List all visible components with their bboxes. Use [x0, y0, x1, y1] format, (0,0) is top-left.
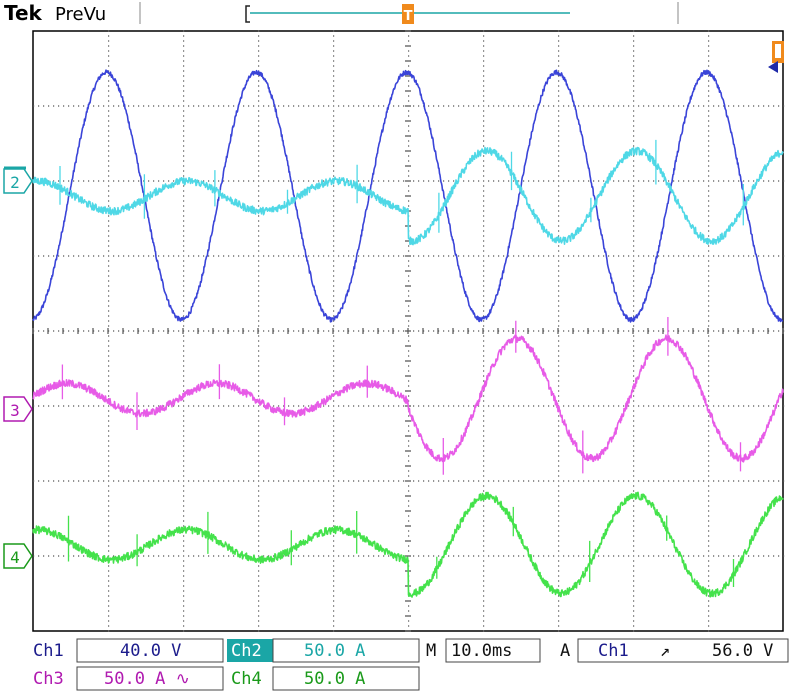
timebase-value[interactable]: 10.0ms — [451, 641, 512, 661]
status-panel: Ch1 40.0 V Ch2 50.0 A M 10.0ms A Ch1 ↗ 5… — [33, 638, 789, 691]
trigger-position-marker: T — [402, 4, 414, 24]
trace-ch1 — [32, 69, 784, 323]
ch1-scale-value[interactable]: 40.0 V — [120, 641, 181, 661]
ch2-scale-value[interactable]: 50.0 A — [304, 641, 365, 661]
channel-marker-3[interactable]: 3 — [3, 396, 33, 422]
header-bar: Tek PreVu T — [4, 1, 679, 25]
waveform-traces — [32, 69, 784, 598]
trace-ch4 — [32, 491, 784, 598]
channel-marker-3-label: 3 — [10, 401, 20, 420]
trigger-slope-icon[interactable]: ↗ — [660, 641, 670, 661]
spikes-ch3 — [61, 317, 742, 475]
spikes-ch2 — [59, 139, 744, 233]
channel-marker-2-label: 2 — [10, 173, 20, 192]
ch4-label[interactable]: Ch4 — [231, 669, 262, 689]
channel-marker-2[interactable]: 2 — [3, 166, 33, 194]
ch2-label[interactable]: Ch2 — [231, 641, 262, 661]
svg-text:T: T — [404, 9, 413, 24]
trace-ch2 — [32, 146, 784, 246]
trigger-label: A — [560, 641, 570, 661]
trace-ch3 — [32, 334, 784, 463]
trigger-level-value[interactable]: 56.0 V — [712, 641, 773, 661]
trigger-source[interactable]: Ch1 — [598, 641, 629, 661]
mode-label: PreVu — [55, 4, 106, 25]
ch3-label[interactable]: Ch3 — [33, 669, 64, 689]
spikes-ch4 — [67, 506, 735, 587]
ch3-scale-value[interactable]: 50.0 A ∿ — [104, 669, 190, 689]
brand-label: Tek — [4, 1, 43, 25]
timebase-label: M — [426, 641, 436, 661]
channel-marker-4[interactable]: 4 — [3, 543, 33, 569]
trigger-level-marker — [768, 41, 784, 73]
ch1-label[interactable]: Ch1 — [33, 641, 64, 661]
channel-marker-4-label: 4 — [10, 548, 20, 567]
ch4-scale-value[interactable]: 50.0 A — [304, 669, 365, 689]
